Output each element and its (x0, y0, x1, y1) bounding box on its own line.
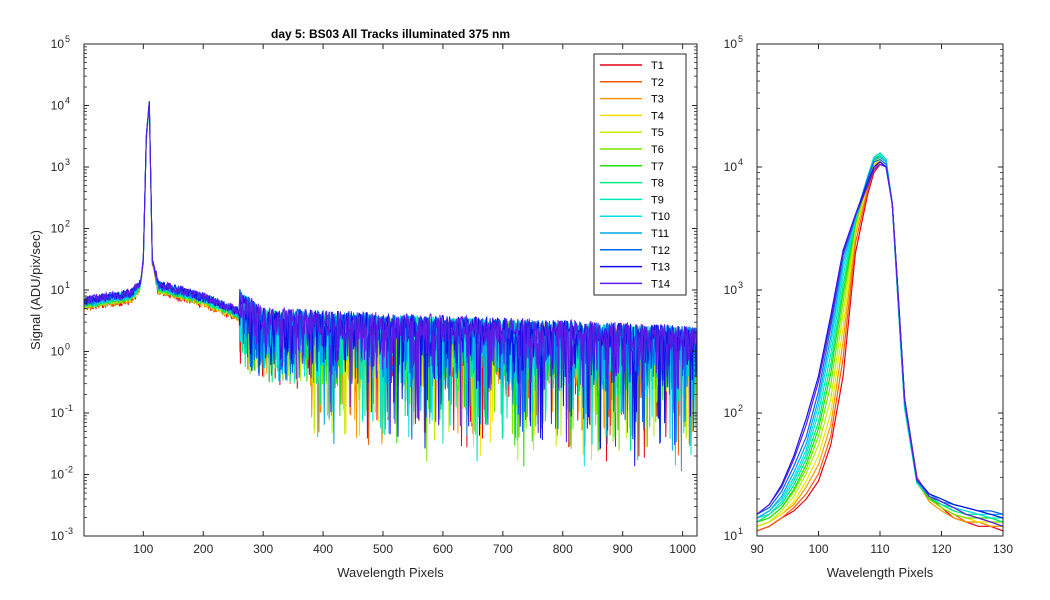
x-tick-label: 700 (493, 542, 513, 556)
legend-label-t9: T9 (651, 194, 664, 206)
x-tick-label: 800 (553, 542, 573, 556)
plot-area (757, 44, 1003, 536)
y-tick-exponent: -1 (65, 403, 73, 413)
y-tick-exponent: 1 (65, 280, 70, 290)
legend-label-t5: T5 (651, 127, 664, 139)
x-tick-label: 300 (253, 542, 273, 556)
x-tick-label: 100 (808, 542, 828, 556)
y-tick-label: 10 (51, 160, 65, 174)
y-tick-label: 10 (51, 283, 65, 297)
zoom-series-lines (757, 152, 1003, 532)
y-tick-exponent: 4 (738, 157, 743, 167)
y-tick-label: 10 (51, 529, 65, 543)
y-tick-label: 10 (724, 160, 738, 174)
x-tick-label: 130 (993, 542, 1013, 556)
y-tick-label: 10 (724, 529, 738, 543)
x-tick-label: 90 (750, 542, 764, 556)
y-tick-label: 10 (724, 37, 738, 51)
y-tick-label: 10 (51, 406, 65, 420)
y-tick-exponent: 4 (65, 96, 70, 106)
y-tick-exponent: 1 (738, 526, 743, 536)
series-lines (84, 100, 697, 472)
x-tick-label: 110 (870, 542, 889, 556)
y-tick-exponent: -3 (65, 526, 73, 536)
zoom-line-t14 (757, 163, 1003, 527)
legend-label-t1: T1 (651, 60, 664, 72)
x-tick-label: 900 (613, 542, 633, 556)
legend-label-t13: T13 (651, 262, 670, 274)
zoom-line-t13 (757, 161, 1003, 519)
y-tick-exponent: 5 (65, 34, 70, 44)
legend-label-t12: T12 (651, 245, 670, 257)
x-tick-label: 400 (313, 542, 333, 556)
y-tick-exponent: 3 (738, 280, 743, 290)
y-tick-exponent: -2 (65, 465, 73, 475)
zoom-x-axis-label: Wavelength Pixels (827, 565, 934, 580)
y-tick-label: 10 (51, 99, 65, 113)
y-tick-exponent: 2 (65, 219, 70, 229)
y-tick-exponent: 0 (65, 342, 70, 352)
y-tick-exponent: 3 (65, 157, 70, 167)
legend-label-t8: T8 (651, 178, 664, 190)
x-tick-label: 600 (433, 542, 453, 556)
legend-label-t7: T7 (651, 161, 664, 173)
y-axis-label: Signal (ADU/pix/sec) (28, 230, 43, 350)
y-tick-label: 10 (724, 283, 738, 297)
x-tick-label: 1000 (669, 542, 696, 556)
y-tick-exponent: 5 (738, 34, 743, 44)
legend-label-t6: T6 (651, 144, 664, 156)
x-tick-label: 500 (373, 542, 393, 556)
y-tick-label: 10 (724, 406, 738, 420)
x-tick-label: 200 (193, 542, 213, 556)
x-axis-label: Wavelength Pixels (337, 565, 444, 580)
y-tick-label: 10 (51, 468, 65, 482)
legend-label-t10: T10 (651, 211, 670, 223)
legend-label-t4: T4 (651, 110, 664, 122)
x-tick-label: 120 (931, 542, 951, 556)
legend-label-t11: T11 (651, 228, 669, 240)
legend-label-t2: T2 (651, 77, 664, 89)
y-tick-label: 10 (51, 345, 65, 359)
y-tick-label: 10 (51, 222, 65, 236)
series-line-t14 (84, 103, 697, 443)
legend-box (593, 53, 687, 296)
x-tick-label: 100 (133, 542, 153, 556)
y-tick-label: 10 (51, 37, 65, 51)
legend-label-t3: T3 (651, 94, 664, 106)
legend: T1 T2 T3 T4 T5 T6 T7 T8 T9 T10 T11 T12 T13 T14 (593, 53, 687, 296)
y-tick-exponent: 2 (738, 403, 743, 413)
legend-label-t14: T14 (651, 278, 670, 290)
chart-title: day 5: BS03 All Tracks illuminated 375 n… (271, 27, 510, 41)
